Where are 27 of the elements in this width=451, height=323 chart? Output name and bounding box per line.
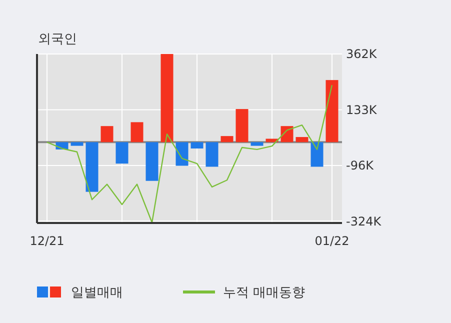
chart-title: 외국인 <box>38 32 77 47</box>
bar <box>146 142 158 181</box>
bar <box>310 142 324 167</box>
bar <box>296 137 308 142</box>
line-series <box>46 84 333 224</box>
bar <box>236 109 248 142</box>
y-tick-label: -324K <box>346 214 382 228</box>
y-tick-label: 133K <box>346 102 378 117</box>
bar <box>206 142 218 167</box>
bar <box>160 54 174 142</box>
legend-label: 누적 매매동향 <box>223 286 306 301</box>
bar <box>220 136 234 142</box>
y-tick-label: 362K <box>346 47 378 62</box>
x-tick-label: 12/21 <box>30 234 64 248</box>
bar <box>86 142 98 192</box>
bar <box>100 126 114 142</box>
bar <box>280 126 294 142</box>
bar <box>116 142 128 164</box>
x-tick-label: 01/22 <box>314 234 350 248</box>
bar <box>70 142 84 146</box>
bar <box>190 142 204 148</box>
bar <box>326 80 338 142</box>
bar <box>176 142 188 166</box>
bar <box>250 142 264 146</box>
y-tick-label: -96K <box>346 158 375 173</box>
bar <box>130 122 144 142</box>
legend-label: 일별매매 <box>71 286 123 301</box>
